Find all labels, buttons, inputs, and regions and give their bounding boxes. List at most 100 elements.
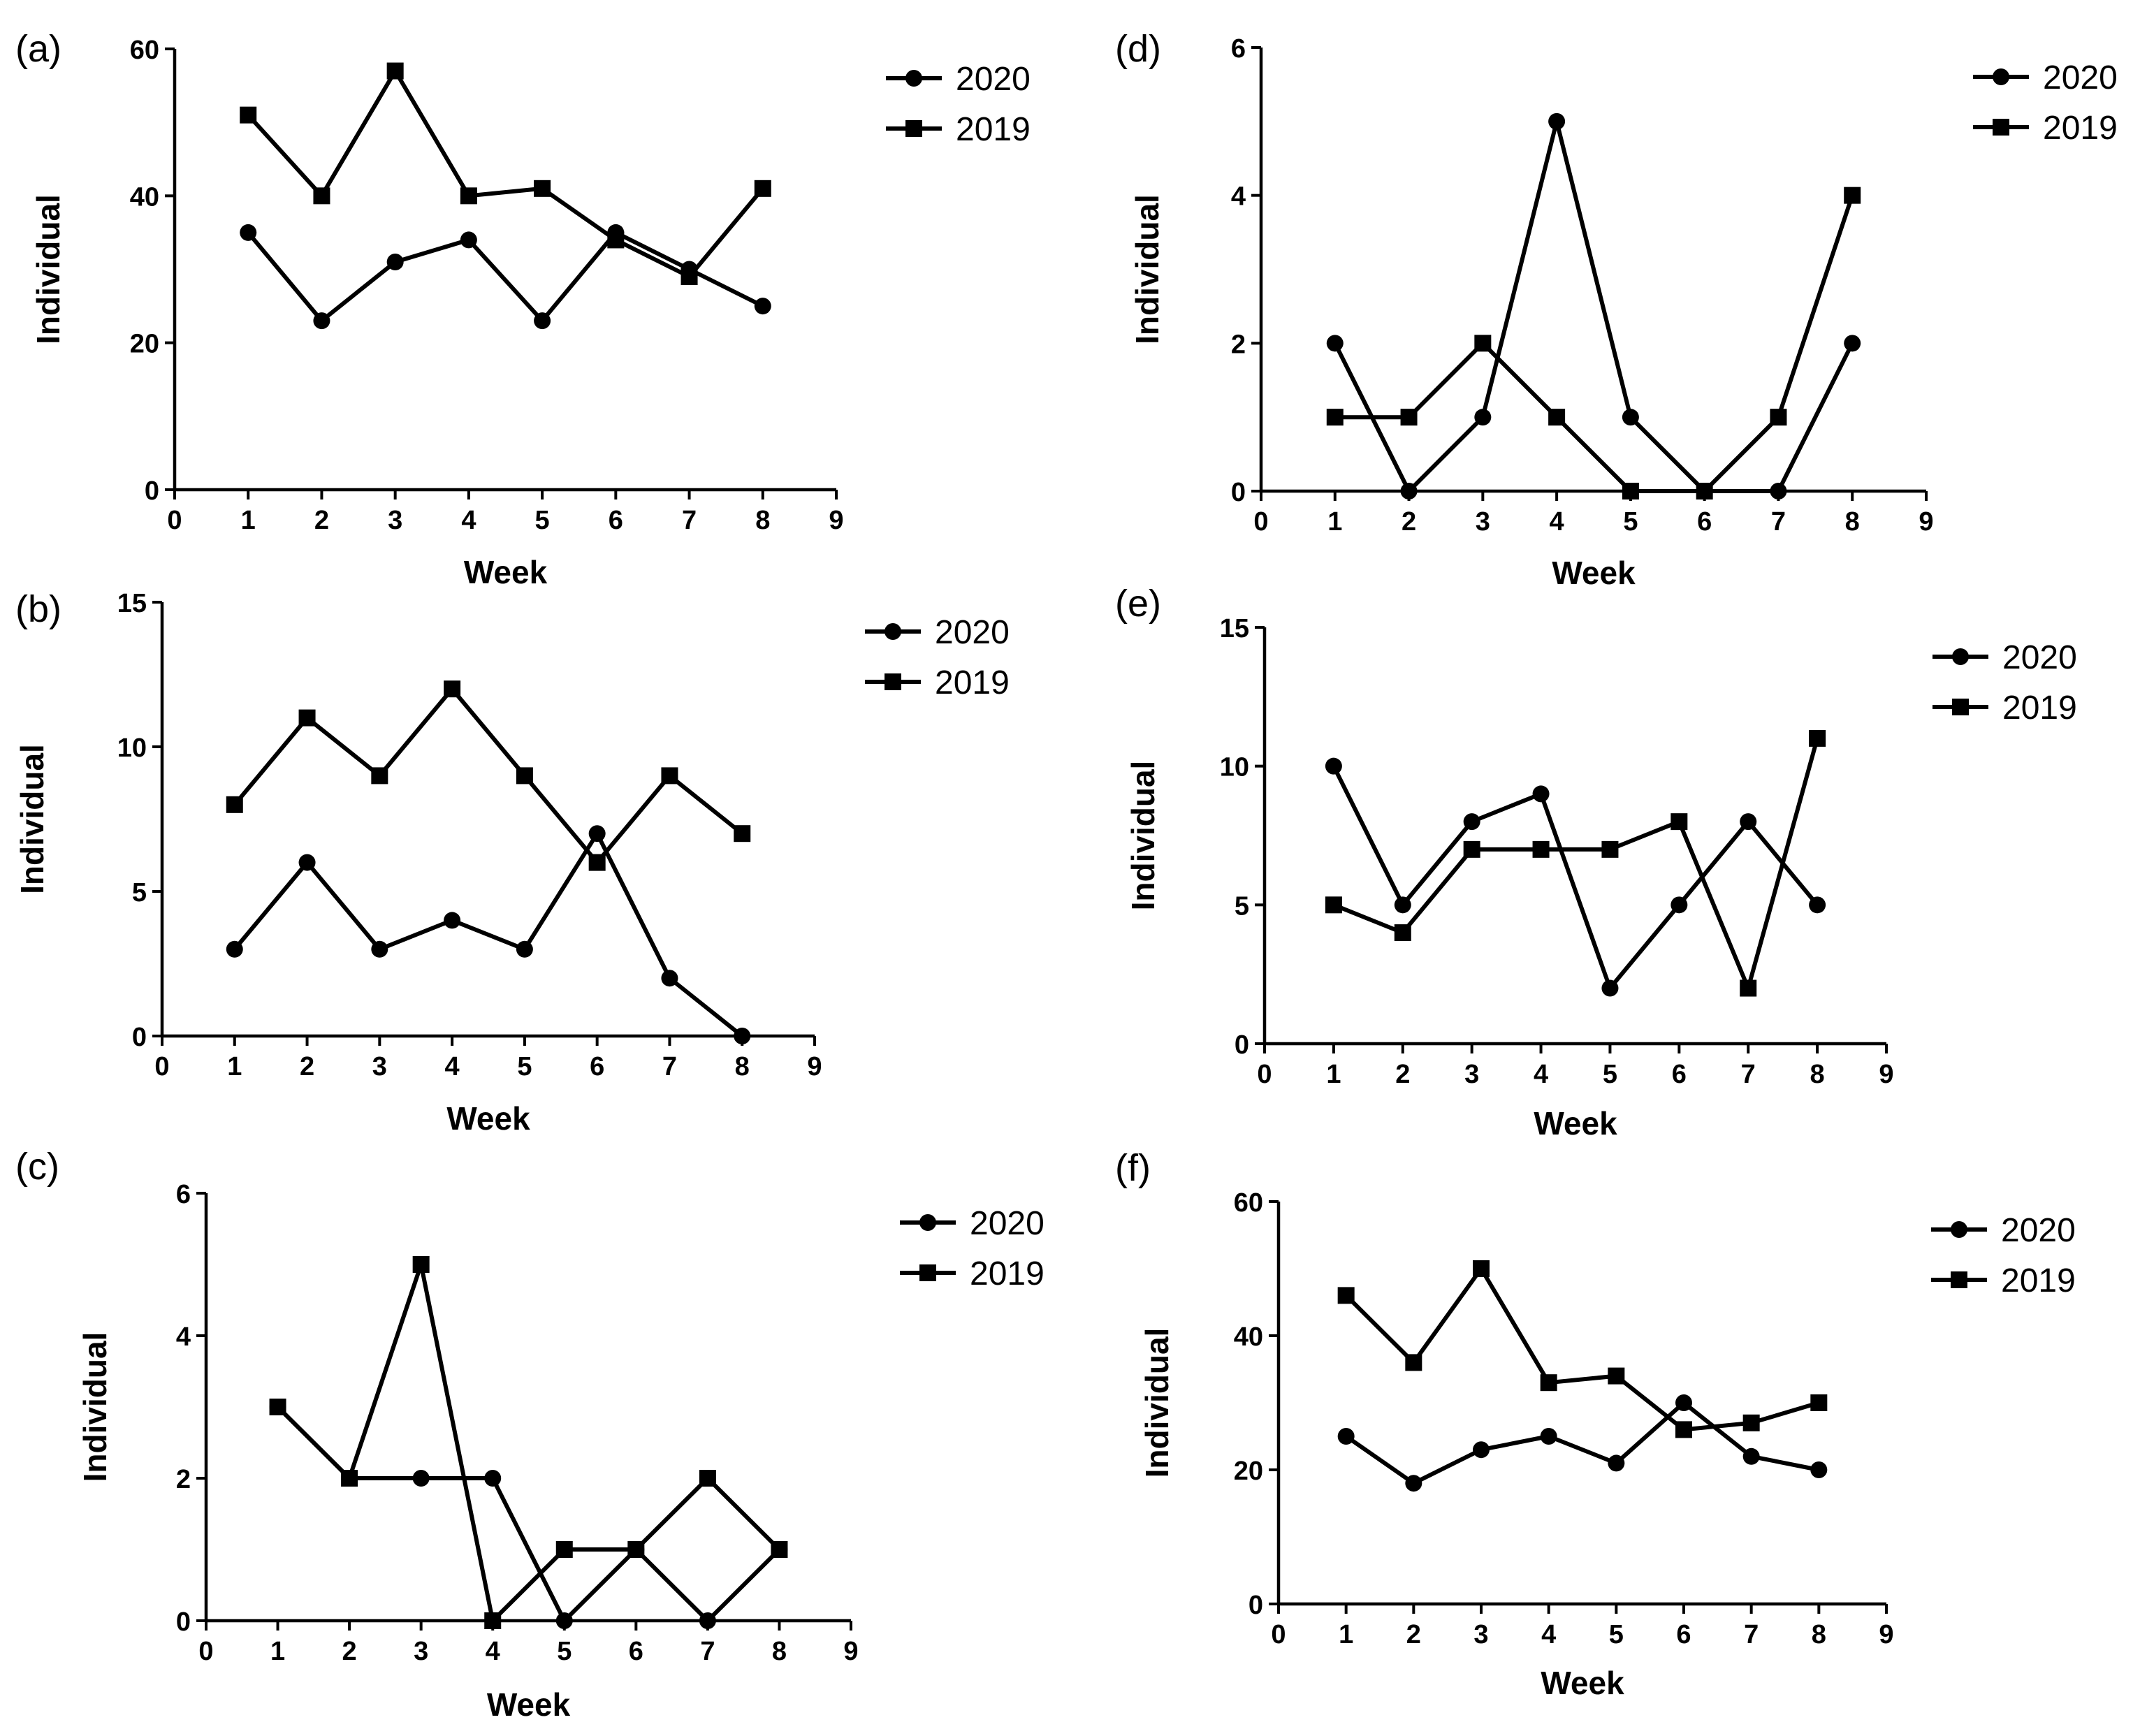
panel-d-x-tick-label: 6 bbox=[1697, 507, 1712, 537]
panel-c-series-2020-point bbox=[412, 1470, 430, 1487]
panel-b-legend-2020-marker bbox=[885, 623, 901, 640]
panel-d-series-2020-point bbox=[1474, 409, 1492, 426]
panel-b-series-2019-point bbox=[226, 796, 243, 813]
panel-a-series-2020-point bbox=[313, 312, 330, 330]
panel-a-series-2019-point bbox=[607, 231, 625, 249]
panel-e-x-tick-label: 2 bbox=[1395, 1060, 1410, 1089]
panel-f-x-tick-label: 7 bbox=[1744, 1620, 1759, 1649]
panel-f-series-2019-point bbox=[1405, 1354, 1422, 1371]
panel-e-y-tick-label: 5 bbox=[1235, 891, 1249, 921]
panel-e-x-tick-label: 4 bbox=[1534, 1060, 1548, 1089]
panel-b-y-tick-label: 10 bbox=[117, 734, 147, 763]
panel-c-x-tick-label: 3 bbox=[414, 1637, 428, 1666]
panel-b-x-tick-label: 2 bbox=[300, 1052, 314, 1081]
panel-e-y-tick-label: 10 bbox=[1220, 753, 1249, 782]
panel-d-y-axis-title: Individual bbox=[1129, 194, 1165, 344]
panel-d-legend-2020-marker bbox=[1993, 68, 2009, 85]
panel-e-series-2020-point bbox=[1740, 813, 1757, 831]
panel-b-series-2020-point bbox=[226, 940, 243, 958]
panel-b-series-2020-line bbox=[233, 831, 744, 1038]
panel-c-y-tick-label: 6 bbox=[176, 1180, 191, 1209]
panel-e-series-2019-point bbox=[1532, 840, 1550, 858]
panel-c-series-2019-line bbox=[276, 1262, 781, 1623]
panel-a-series-2019-point bbox=[534, 180, 551, 197]
panel-d-x-tick-label: 3 bbox=[1476, 507, 1490, 537]
panel-f-series-2019-point bbox=[1810, 1394, 1828, 1411]
panel-a-y-axis-title: Individual bbox=[30, 194, 66, 344]
panel-b-legend-2020-label: 2020 bbox=[935, 614, 1010, 651]
panel-a-legend-2020-marker bbox=[905, 70, 922, 87]
panel-b-y-tick-label: 5 bbox=[132, 878, 147, 907]
panel-f-series-2020-point bbox=[1675, 1394, 1692, 1411]
panel-a-x-tick-label: 2 bbox=[314, 506, 329, 535]
panel-b-x-tick-label: 9 bbox=[807, 1052, 822, 1081]
panel-a-series-2019-point bbox=[680, 268, 698, 286]
panel-e-legend-2019-label: 2019 bbox=[2002, 690, 2077, 727]
panel-b-series-2020-point bbox=[444, 912, 461, 929]
panel-e-x-tick-label: 9 bbox=[1879, 1060, 1893, 1089]
panel-d-x-tick-label: 7 bbox=[1771, 507, 1786, 537]
panel-e-x-tick-label: 1 bbox=[1326, 1060, 1341, 1089]
panel-e-x-axis-title: Week bbox=[1534, 1105, 1617, 1141]
panel-a-series-2019-line bbox=[246, 68, 765, 279]
panel-b-x-tick-label: 7 bbox=[662, 1052, 677, 1081]
panel-f-x-tick-label: 5 bbox=[1609, 1620, 1624, 1649]
panel-e-x-tick-label: 8 bbox=[1810, 1060, 1825, 1089]
panel-c-legend-2020-marker bbox=[919, 1214, 936, 1231]
panel-d-x-tick-label: 5 bbox=[1623, 507, 1638, 537]
panel-e-x-tick-label: 7 bbox=[1741, 1060, 1756, 1089]
panel-b-legend-2019-marker bbox=[885, 673, 901, 690]
panel-b-series-2020-point bbox=[371, 940, 388, 958]
panel-e-x-tick-label: 3 bbox=[1464, 1060, 1479, 1089]
panel-f-series-2019-point bbox=[1540, 1374, 1557, 1392]
panel-a-series-2020-point bbox=[386, 253, 404, 270]
panel-c-x-tick-label: 0 bbox=[198, 1637, 213, 1666]
panel-b-series-2019-point bbox=[444, 680, 461, 698]
panel-f-series-2020-point bbox=[1810, 1461, 1828, 1478]
panel-e-series-2019-point bbox=[1601, 840, 1619, 858]
panel-d-series-2020-point bbox=[1400, 483, 1418, 499]
panel-e-series-2020-point bbox=[1809, 896, 1826, 914]
panel-e-series-2019-point bbox=[1809, 729, 1826, 747]
panel-c-series-2019-point bbox=[341, 1470, 358, 1487]
panel-f-x-tick-label: 9 bbox=[1879, 1620, 1893, 1649]
panel-f-y-tick-label: 40 bbox=[1234, 1322, 1263, 1352]
panel-c-y-tick-label: 2 bbox=[176, 1465, 191, 1494]
panel-e-legend-2020-marker bbox=[1952, 648, 1969, 665]
panel-d-series-2019-point bbox=[1548, 409, 1566, 426]
panel-f-x-tick-label: 8 bbox=[1812, 1620, 1826, 1649]
panel-b-series-2020-point bbox=[588, 825, 606, 843]
panel-b-y-tick-label: 0 bbox=[132, 1023, 147, 1052]
panel-d-y-tick-label: 6 bbox=[1231, 34, 1246, 64]
panel-b-x-tick-label: 0 bbox=[154, 1052, 169, 1081]
panel-d-x-tick-label: 4 bbox=[1550, 507, 1564, 537]
panel-d-series-2020-point bbox=[1770, 483, 1787, 499]
panel-b-series-2020-point bbox=[734, 1028, 751, 1044]
panel-c-x-tick-label: 1 bbox=[270, 1637, 285, 1666]
panel-c-series-2019-point bbox=[771, 1541, 788, 1558]
panel-e-x-tick-label: 5 bbox=[1603, 1060, 1617, 1089]
panel-d-series-2019-point bbox=[1474, 335, 1492, 352]
panel-e-series-2019-line bbox=[1332, 738, 1819, 991]
panel-e-y-tick-label: 15 bbox=[1220, 614, 1249, 643]
panel-f-x-tick-label: 2 bbox=[1406, 1620, 1421, 1649]
panel-b-x-tick-label: 6 bbox=[590, 1052, 604, 1081]
panel-c-series-2020-point bbox=[555, 1612, 573, 1629]
panel-b-series-2019-line bbox=[233, 687, 744, 865]
panel-b-x-tick-label: 1 bbox=[227, 1052, 242, 1081]
panel-c-legend-2019-label: 2019 bbox=[970, 1255, 1044, 1292]
panel-e-y-tick-label: 0 bbox=[1235, 1030, 1249, 1060]
panel-b-x-axis-title: Week bbox=[446, 1100, 530, 1137]
panel-c-series-2019-point bbox=[484, 1612, 502, 1629]
panel-f-series-2019-point bbox=[1742, 1414, 1760, 1431]
panel-a-x-axis-title: Week bbox=[464, 554, 548, 590]
panel-a-series-2019-point bbox=[240, 106, 257, 124]
panel-b-x-tick-label: 5 bbox=[517, 1052, 532, 1081]
panel-f-series-2019-point bbox=[1675, 1421, 1692, 1438]
panel-d-series-2020-point bbox=[1844, 335, 1861, 352]
panel-e-legend-2020-label: 2020 bbox=[2002, 639, 2077, 676]
panel-c-x-tick-label: 9 bbox=[843, 1637, 858, 1666]
panel-d-series-2019-point bbox=[1844, 187, 1861, 204]
panel-e-series-2020-point bbox=[1463, 813, 1480, 831]
